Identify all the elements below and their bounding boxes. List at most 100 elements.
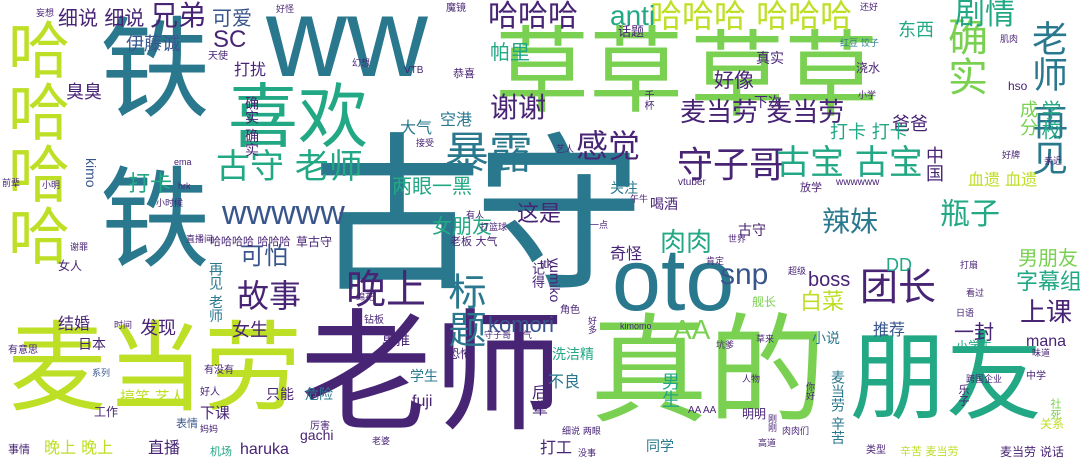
word-youyisi: 有意思 bbox=[8, 345, 38, 356]
word-hejiu: 喝酒 bbox=[650, 197, 678, 213]
word-mana: mana bbox=[1026, 333, 1067, 350]
word-chaoji: 超级 bbox=[788, 267, 807, 277]
word-nansheng: 男生 bbox=[659, 372, 680, 408]
word-maidanglao-2: 麦当劳 麦当劳 bbox=[680, 98, 845, 128]
word-hahaha-2: 哈哈哈 哈哈哈 bbox=[650, 0, 853, 35]
word-dagong: 打工 bbox=[540, 438, 573, 457]
word-nanpengyou: 男朋友 bbox=[1018, 246, 1078, 270]
word-xixi: 细说 两眼 bbox=[562, 427, 601, 437]
word-jichang: 机场 bbox=[210, 445, 232, 458]
word-tongxue: 同学 bbox=[646, 439, 674, 455]
word-guaiguai: 奇怪 bbox=[610, 244, 643, 263]
word-moheng: 魔镜 bbox=[446, 3, 466, 14]
word-kimomo: kimomo bbox=[620, 321, 652, 331]
word-wwwwww-small: wwwwww bbox=[836, 177, 880, 188]
word-tuijian: 推荐 bbox=[873, 320, 906, 339]
word-tie-2: 铁 bbox=[100, 156, 210, 284]
word-guanzhu: 关注 bbox=[610, 181, 638, 197]
word-snp: snp bbox=[720, 258, 769, 291]
word-dongxi: 东西 bbox=[898, 20, 934, 41]
word-xiaoxue: 小学 bbox=[858, 91, 877, 101]
word-roulou: 肉肉 bbox=[660, 228, 713, 258]
word-gushou-small: 古守 bbox=[738, 223, 766, 239]
word-zhongxue: 中学 bbox=[1026, 371, 1046, 382]
word-daka-daka: 打卡 打卡 bbox=[830, 122, 908, 143]
word-zhibojian: 直播间 bbox=[186, 235, 214, 245]
word-keai: 可爱 bbox=[212, 6, 252, 30]
word-ganjue: 感觉 bbox=[576, 127, 641, 165]
word-dayan: 打扇 bbox=[960, 261, 979, 271]
word-daqi: 大气 bbox=[400, 118, 433, 137]
word-laoshi-zaijian: 老师 再见 bbox=[1026, 20, 1067, 176]
word-jiaose: 角色 bbox=[560, 305, 580, 316]
word-gubao: 古宝 古宝 bbox=[776, 143, 923, 183]
word-haoshi: 好多 bbox=[586, 316, 596, 334]
word-dd: DD bbox=[886, 255, 912, 275]
word-dalanqiu: 打篮球 bbox=[480, 223, 508, 233]
word-pengyou: 朋友 bbox=[850, 322, 1042, 434]
word-xiaoming: 小明 bbox=[42, 181, 61, 191]
word-laoshi-large: 老师 bbox=[300, 297, 564, 451]
word-xuesheng: 学生 bbox=[410, 369, 438, 385]
word-zhende: 真的 bbox=[590, 302, 827, 440]
word-xiexie: 谢谢 bbox=[490, 91, 547, 124]
word-qianbei: 千杯 bbox=[642, 90, 653, 110]
word-hahaha-top: 哈哈哈 bbox=[488, 0, 578, 34]
word-xinku-maidanglao: 辛苦 麦当劳 bbox=[900, 445, 959, 458]
word-zimuzu: 字幕组 bbox=[1016, 270, 1080, 295]
word-lamei: 辣妹 bbox=[822, 205, 879, 238]
word-shijie: 世界 bbox=[728, 235, 747, 245]
word-cao-2: 草草 bbox=[690, 22, 879, 131]
word-caolai: 草来 bbox=[756, 335, 775, 345]
word-haozhuo: 好牌 bbox=[1002, 151, 1021, 161]
word-ww: ww bbox=[266, 0, 428, 100]
word-maidanglao-xinku: 麦当劳 辛苦 bbox=[829, 370, 845, 445]
word-jiaoshui: 浇水 bbox=[856, 61, 881, 75]
word-yiren: 艺人 bbox=[556, 145, 575, 155]
word-tianshi: 天使 bbox=[208, 51, 228, 62]
word-zhenshi: 真实 bbox=[756, 51, 784, 67]
word-youren: 有人 bbox=[466, 211, 485, 221]
word-xiaci: 下次 bbox=[754, 95, 782, 111]
word-dasao: 打扰 bbox=[234, 60, 267, 79]
word-zaijian-laoshi: 再见 老师 bbox=[207, 262, 223, 323]
word-shouzige: 守子哥 bbox=[677, 145, 786, 186]
word-queshi: 确实 bbox=[941, 16, 987, 96]
word-xiongdi: 兄弟 bbox=[150, 0, 207, 32]
word-yumiko: yumiko bbox=[547, 258, 563, 303]
word-chengfen: 成分 bbox=[1017, 100, 1038, 136]
word-fangxue: 放学 bbox=[800, 181, 822, 194]
word-huazhang: 绵花 bbox=[356, 293, 375, 303]
word-baba: 爸爸 bbox=[892, 114, 928, 135]
word-konggang: 空港 bbox=[440, 110, 473, 129]
word-xiaoshuo: 小说 bbox=[812, 331, 840, 347]
word-anti: anti bbox=[610, 0, 656, 31]
word-konghuang: 恐怖 bbox=[448, 347, 473, 361]
word-weidao: 味道 bbox=[1032, 349, 1051, 359]
word-gachi: gachi bbox=[300, 427, 334, 443]
word-faxian: 发现 bbox=[140, 318, 176, 339]
word-vtb: VTB bbox=[404, 65, 424, 76]
word-riyu: 日语 bbox=[956, 309, 975, 319]
word-zhineng: 只能 bbox=[266, 387, 294, 403]
word-huati: 话题 bbox=[618, 25, 645, 40]
word-xueyi: 血遗 血遗 bbox=[968, 170, 1038, 189]
word-nihao: 你好 bbox=[804, 382, 814, 400]
word-buliang: 不良 bbox=[548, 372, 581, 391]
word-qianlai: 亲近 bbox=[1044, 157, 1063, 167]
word-nvpengyou: 女朋友 bbox=[432, 214, 492, 238]
word-shijian: 时间 bbox=[114, 321, 133, 331]
word-jiehun: 结婚 bbox=[58, 314, 91, 333]
word-pingzi: 瓶子 bbox=[940, 197, 1000, 232]
word-shehui: 社死 bbox=[1049, 398, 1062, 420]
word-haoguai: 好怪 bbox=[276, 5, 295, 15]
word-wanshang: 晚上 bbox=[346, 267, 426, 313]
word-kengduo: 坑爹 bbox=[716, 341, 735, 351]
word-zheshi: 这是 bbox=[517, 202, 562, 227]
word-zhongguo: 中国 bbox=[923, 146, 944, 182]
word-houbei: 后辈 bbox=[529, 384, 548, 416]
word-laoban-daqi: 老板 大气 bbox=[450, 235, 498, 248]
word-guanxi: 关系 bbox=[1040, 417, 1065, 431]
word-qiangzhi: 钻板 bbox=[364, 315, 384, 326]
word-shangke: 上课 bbox=[1020, 298, 1073, 328]
